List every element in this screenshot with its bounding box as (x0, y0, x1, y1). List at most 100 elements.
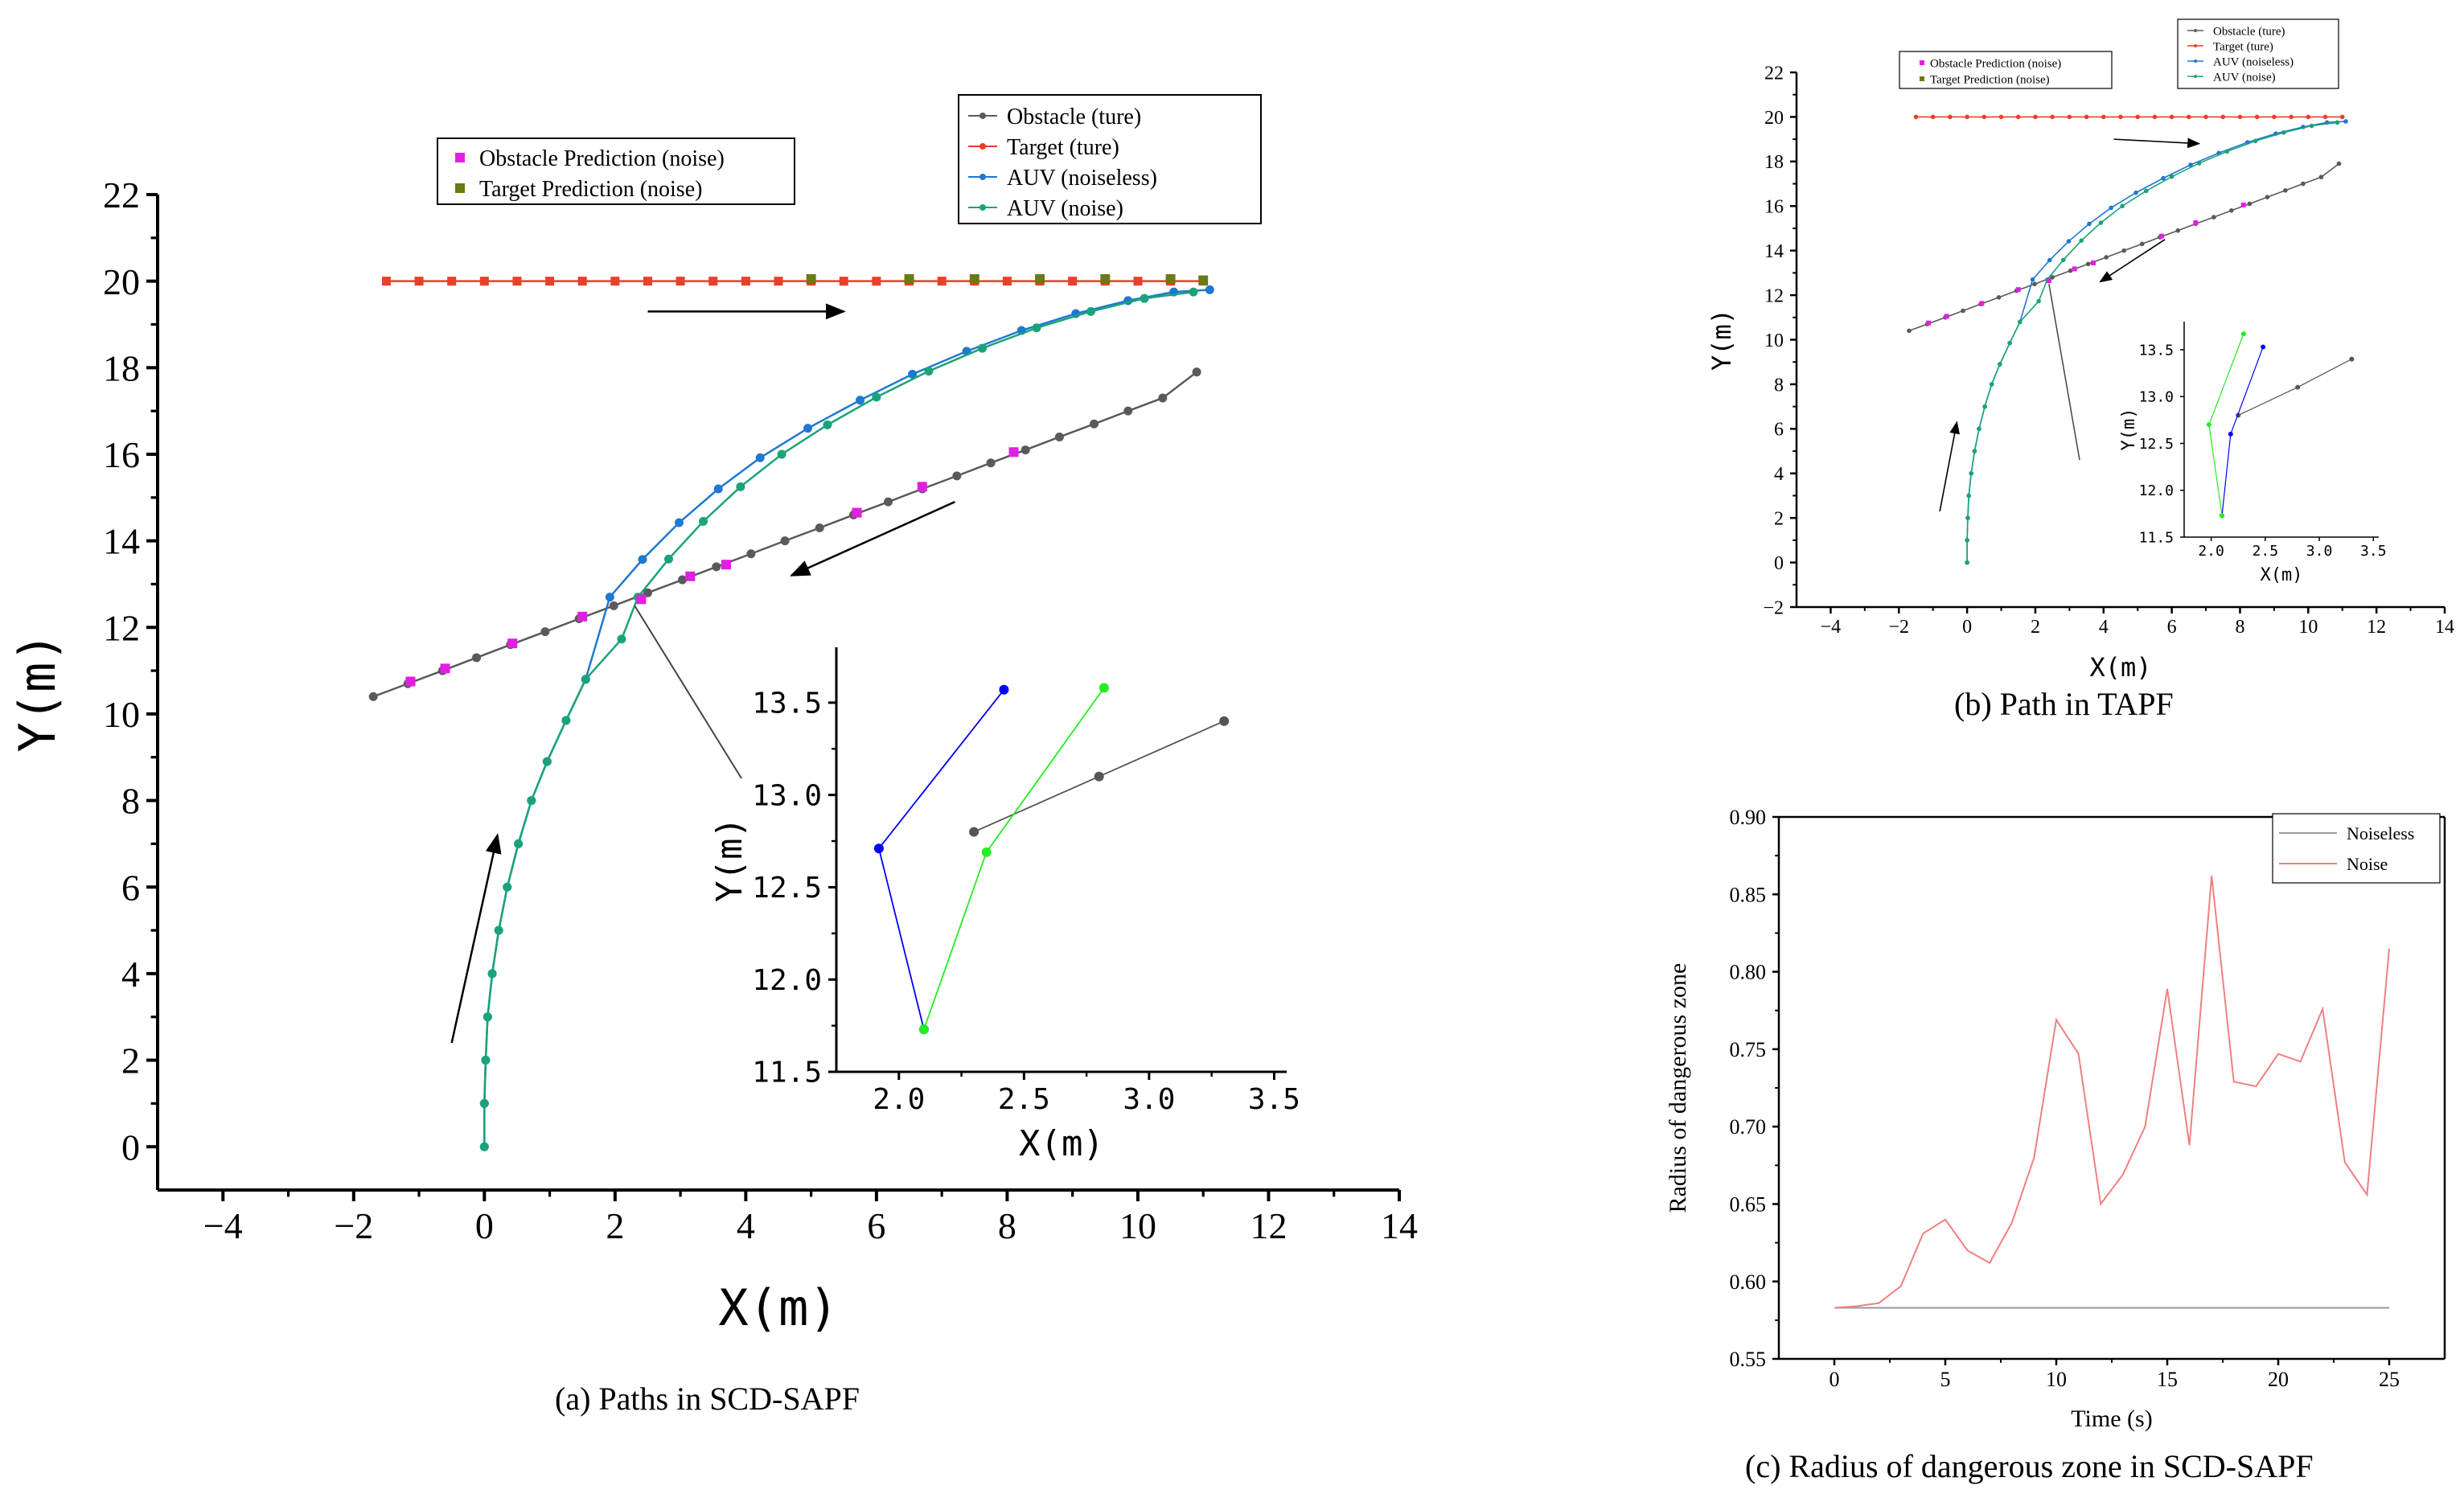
b-auv-noise-point (2060, 257, 2066, 263)
y-tick-label: 12.5 (752, 872, 822, 905)
direction-arrow (2113, 137, 2201, 149)
b-obstacle-prediction-point (2091, 260, 2096, 265)
target-true-point (708, 277, 718, 286)
b-obstacle-true-line (1908, 162, 2339, 332)
b-zoom-connector (2048, 284, 2080, 461)
x-tick-label: 25 (2379, 1368, 2400, 1391)
b-obstacle-true-point (2229, 207, 2234, 213)
obstacle-true-point (712, 562, 721, 572)
auv-noise-point (479, 1098, 489, 1108)
obstacle-true-point (540, 627, 550, 637)
x-tick-label: 12 (1250, 1205, 1287, 1246)
auv-noise-point (1140, 293, 1149, 303)
auv-noiseless-point (856, 396, 865, 405)
x-tick-label: 6 (867, 1205, 885, 1246)
target-true-point (872, 277, 881, 286)
b-auv-noise-point (2281, 130, 2286, 135)
y-tick-label: 10 (1764, 330, 1784, 351)
y-tick-label: 13.0 (752, 779, 822, 812)
legend-main-a-label: AUV (noise) (1007, 196, 1123, 221)
legend-main-b-swatch-marker (2194, 29, 2197, 32)
y-tick-label: 0.70 (1730, 1115, 1767, 1139)
b-obstacle-true-point (2211, 215, 2216, 220)
y-tick-label: 0.85 (1730, 883, 1767, 906)
b-target-true-point (2272, 114, 2277, 120)
direction-arrow (2099, 239, 2166, 283)
b-auv-noise-point (2144, 188, 2149, 194)
y-tick-label: 14 (103, 521, 140, 562)
legend-main-b-swatch-marker (2194, 60, 2197, 63)
b-obstacle-true-point (2068, 268, 2073, 273)
auv-noise-point (1189, 287, 1198, 297)
x-tick-label: 14 (1381, 1205, 1418, 1246)
obstacle-prediction-point (852, 507, 862, 518)
x-tick-label: 10 (2046, 1368, 2067, 1391)
b-auv-noiseless-point (2109, 205, 2113, 211)
auv-noise-point (494, 925, 503, 935)
y-tick-label: 12 (103, 607, 140, 648)
b-target-true-point (1930, 114, 1936, 120)
b-obstacle-true-point (2336, 161, 2342, 166)
target-true-point (643, 277, 652, 286)
x-tick-label: 3.0 (2306, 543, 2333, 560)
b-target-true-point (2203, 114, 2208, 120)
b-obstacle-true-point (2121, 248, 2127, 253)
x-tick-label: 0 (475, 1205, 494, 1246)
inset-auv-noise-point (2206, 422, 2211, 428)
b-obstacle-true-point (2175, 228, 2181, 233)
legend-prediction-a-label: Target Prediction (noise) (479, 177, 702, 202)
obstacle-true-point (884, 497, 893, 507)
b-obstacle-true-point (2283, 188, 2288, 193)
legend-prediction-a-box (437, 137, 795, 205)
legend-main-b-swatch-marker (2194, 75, 2197, 78)
inset-auv-noise-point (2220, 513, 2225, 519)
b-target-true-point (2033, 114, 2038, 120)
x-tick-label: 3.5 (1248, 1083, 1300, 1116)
obstacle-true-point (1054, 432, 1064, 441)
target-true-point (774, 277, 783, 286)
b-target-true-point (2050, 114, 2055, 120)
legend-main-a-swatch-marker (979, 204, 986, 211)
chart-panel-b: −4 −2 0 2 4 6 8 10 12 14 −2 0 2 4 6 8 10 12 14 16 18 20 22 X(m)… (1706, 18, 2454, 683)
y-tick-label: 0.75 (1730, 1038, 1767, 1061)
y-tick-label: 2 (121, 1040, 140, 1081)
b-target-true-point (2015, 114, 2021, 120)
chart-panel-a: −4 −2 0 2 4 6 8 10 12 14 0 2 4 6 8 10 12 14 16 18 20 22 X(m) Y(… (8, 94, 1418, 1337)
inset-auv-noiseless-line (2221, 347, 2264, 516)
legend-main-a-label: AUV (noiseless) (1007, 166, 1157, 191)
y-tick-label: 0 (1774, 553, 1784, 574)
legend-prediction-a-swatch (455, 153, 465, 162)
b-auv-noise-point (1989, 382, 1994, 387)
b-auv-noise-point (2007, 340, 2012, 346)
b-target-true-point (1965, 114, 1969, 120)
obstacle-true-point (472, 653, 482, 663)
b-obstacle-true-point (2139, 241, 2145, 247)
y-tick-label: 0.90 (1730, 806, 1767, 829)
y-tick-label: 16 (1764, 197, 1784, 218)
b-auv-noise-point (1965, 515, 1970, 520)
b-auv-noise-point (1982, 404, 1987, 409)
legend-c-box (2272, 813, 2441, 884)
b-auv-noise-point (1972, 449, 1977, 453)
auv-noise-point (503, 882, 512, 892)
legend-prediction-b-swatch (1920, 76, 1924, 81)
target-true-point (577, 277, 587, 286)
target-true-point (937, 277, 947, 286)
obstacle-true-point (1021, 445, 1030, 455)
legend-prediction-b-swatch (1920, 60, 1924, 65)
auv-noise-point (479, 1142, 489, 1151)
target-true-point (676, 277, 685, 286)
y-axis-label: Y(m) (709, 817, 750, 902)
y-tick-label: 4 (121, 954, 140, 995)
inset-auv-noise-line (923, 687, 1105, 1030)
obstacle-true-point (1192, 367, 1201, 377)
y-tick-label: 20 (1764, 108, 1784, 129)
b-target-true-point (2169, 114, 2174, 120)
b-target-true-point (2289, 114, 2294, 120)
b-obstacle-prediction-point (2158, 233, 2164, 239)
legend-prediction-b-label: Target Prediction (noise) (1930, 73, 2050, 86)
b-auv-noise-point (1969, 470, 1973, 476)
legend-main-a-swatch-marker (979, 174, 986, 180)
b-target-true-point (2152, 114, 2158, 120)
